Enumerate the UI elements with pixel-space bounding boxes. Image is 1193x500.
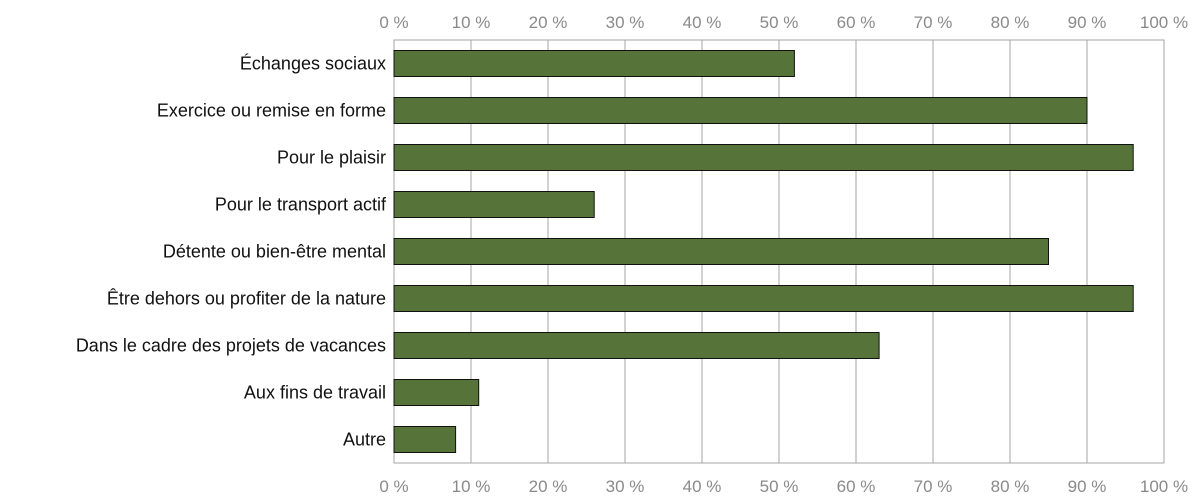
- bar: [393, 426, 457, 453]
- x-tick-label-top: 10 %: [452, 13, 491, 32]
- x-tick-label-top: 100 %: [1140, 13, 1188, 32]
- x-tick-label-bottom: 10 %: [452, 477, 491, 496]
- x-tick-label-top: 70 %: [914, 13, 953, 32]
- category-label: Exercice ou remise en forme: [157, 101, 386, 121]
- x-tick-label-bottom: 50 %: [760, 477, 799, 496]
- bar: [393, 379, 480, 406]
- category-label: Dans le cadre des projets de vacances: [76, 336, 386, 356]
- category-labels: Échanges sociaux Exercice ou remise en fo…: [76, 54, 387, 450]
- bar: [393, 332, 880, 359]
- category-label: Détente ou bien-être mental: [163, 242, 386, 262]
- x-tick-label-bottom: 0 %: [379, 477, 408, 496]
- x-tick-label-bottom: 40 %: [683, 477, 722, 496]
- bar: [393, 238, 1049, 265]
- bar: [393, 191, 595, 218]
- category-label: Pour le plaisir: [277, 148, 386, 168]
- x-tick-label-bottom: 20 %: [529, 477, 568, 496]
- bottom-axis-tick-labels: 0 % 10 % 20 % 30 % 40 % 50 % 60 % 70 % 80 % 90 % 1…: [379, 477, 1188, 496]
- category-label: Autre: [343, 430, 386, 450]
- x-tick-label-top: 20 %: [529, 13, 568, 32]
- x-tick-label-bottom: 100 %: [1140, 477, 1188, 496]
- x-tick-label-top: 90 %: [1068, 13, 1107, 32]
- bar: [393, 144, 1134, 171]
- bar: [393, 50, 795, 77]
- bars: [393, 50, 1134, 453]
- bar: [393, 285, 1134, 312]
- x-tick-label-top: 30 %: [606, 13, 645, 32]
- x-tick-label-top: 40 %: [683, 13, 722, 32]
- x-tick-label-top: 60 %: [837, 13, 876, 32]
- x-tick-label-bottom: 90 %: [1068, 477, 1107, 496]
- x-tick-label-bottom: 70 %: [914, 477, 953, 496]
- bar: [393, 97, 1088, 124]
- category-label: Échanges sociaux: [240, 54, 386, 74]
- category-label: Aux fins de travail: [244, 383, 386, 403]
- category-label: Pour le transport actif: [215, 195, 387, 215]
- top-axis-tick-labels: 0 % 10 % 20 % 30 % 40 % 50 % 60 % 70 % 80 % 90 % 1…: [379, 13, 1188, 32]
- x-tick-label-top: 0 %: [379, 13, 408, 32]
- x-tick-label-bottom: 80 %: [991, 477, 1030, 496]
- category-label: Être dehors ou profiter de la nature: [107, 289, 386, 309]
- x-tick-label-bottom: 60 %: [837, 477, 876, 496]
- x-tick-label-top: 80 %: [991, 13, 1030, 32]
- x-tick-label-top: 50 %: [760, 13, 799, 32]
- x-tick-label-bottom: 30 %: [606, 477, 645, 496]
